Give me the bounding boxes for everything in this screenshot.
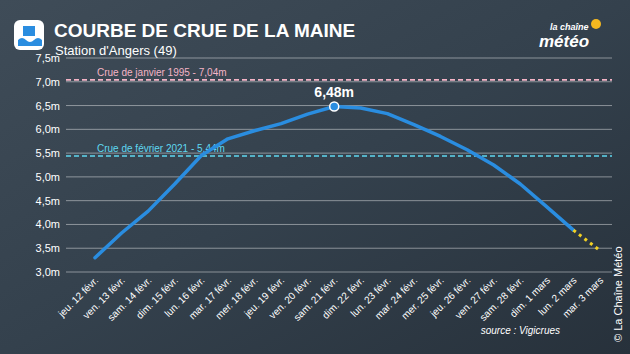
grid-line — [66, 248, 612, 249]
y-tick-label: 6,0m — [36, 123, 60, 135]
reference-line — [66, 79, 612, 81]
header-icon — [14, 20, 44, 50]
plot-area — [95, 107, 600, 258]
y-tick-label: 6,5m — [36, 100, 60, 112]
source: source : Vigicrues — [481, 325, 560, 336]
y-tick-label: 5,0m — [36, 171, 60, 183]
title: COURBE DE CRUE DE LA MAINE — [54, 20, 355, 41]
y-tick-label: 5,5m — [36, 147, 60, 159]
logo-text: météo — [539, 32, 589, 51]
y-tick-label: 4,0m — [36, 218, 60, 230]
x-axis: jeu. 12 févr.ven. 13 févr.sam. 14 févr.d… — [55, 275, 605, 323]
icon-wave — [18, 38, 42, 46]
logo-dot — [591, 19, 601, 29]
annotations: 6,48m — [314, 84, 354, 112]
y-tick-label: 3,5m — [36, 242, 60, 254]
grid-line — [66, 272, 612, 273]
series-line — [95, 107, 573, 258]
copyright: © La Chaîne Météo — [612, 246, 624, 342]
background — [0, 0, 630, 354]
icon-box — [14, 20, 44, 50]
logo-text: la chaîne — [550, 22, 589, 32]
series-line — [573, 230, 600, 250]
reference-line — [66, 155, 612, 157]
grid-line — [66, 58, 612, 59]
y-tick-label: 3,0m — [36, 266, 60, 278]
y-tick-label: 7,5m — [36, 52, 60, 64]
peak-marker — [330, 102, 339, 111]
icon-house — [23, 26, 35, 36]
peak-label: 6,48m — [314, 84, 354, 100]
grid-line — [66, 200, 612, 201]
x-tick-label: mar. 3 mars — [560, 275, 605, 320]
chart: COURBE DE CRUE DE LA MAINE Station d'Ange… — [0, 0, 630, 354]
reference-lines: Crue de janvier 1995 - 7,04mCrue de févr… — [66, 67, 612, 156]
y-tick-label: 7,0m — [36, 76, 60, 88]
grid-line — [66, 129, 612, 130]
reference-label: Crue de janvier 1995 - 7,04m — [97, 67, 227, 78]
y-axis: 3,0m 3,5m 4,0m 4,5m 5,0m 5,5m 6,0m 6,5m 7,0m 7,5m — [36, 52, 612, 278]
grid-line — [66, 224, 612, 225]
grid-line — [66, 176, 612, 177]
y-tick-label: 4,5m — [36, 195, 60, 207]
grid-line — [66, 81, 612, 82]
subtitle: Station d'Angers (49) — [55, 43, 177, 58]
